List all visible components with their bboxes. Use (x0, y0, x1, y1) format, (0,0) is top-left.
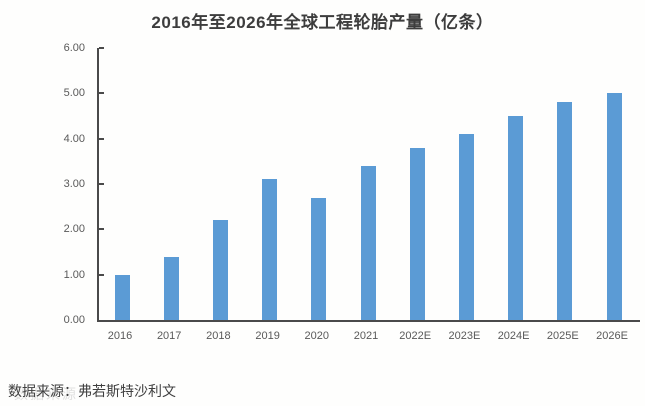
bar-2026E (606, 93, 622, 320)
y-tick-mark (99, 273, 104, 276)
source-watermark-ghost: 数据来源 (14, 386, 78, 402)
bar-2018 (212, 220, 228, 320)
bar-2024E (508, 116, 524, 320)
bar-2019 (262, 179, 278, 320)
x-tick-label-2021: 2021 (353, 330, 379, 342)
y-tick-mark (99, 47, 104, 49)
x-tick-label-2016: 2016 (107, 330, 133, 342)
y-tick-label-0.00: 0.00 (63, 314, 85, 326)
bar-2017 (163, 257, 179, 320)
bar-2020 (311, 198, 327, 320)
y-tick-label-3.00: 3.00 (63, 178, 85, 190)
y-tick-label-1.00: 1.00 (63, 268, 85, 281)
y-tick-mark (99, 92, 104, 95)
y-tick-mark (99, 137, 104, 140)
x-tick-label-2020: 2020 (304, 330, 330, 342)
bar-2023E (458, 134, 474, 320)
bar-2022E (409, 148, 425, 320)
y-tick-label-2.00: 2.00 (63, 223, 85, 236)
x-tick-label-2023E: 2023E (448, 330, 481, 342)
x-tick-label-2024E: 2024E (497, 330, 530, 342)
bar-2021 (360, 166, 376, 320)
plot-area (97, 48, 640, 322)
source-note: 数据来源：弗若斯特沙利文 (8, 383, 176, 399)
y-tick-mark (99, 228, 104, 231)
chart-title: 2016年至2026年全球工程轮胎产量（亿条） (151, 13, 494, 32)
x-tick-label-2026E: 2026E (596, 330, 628, 342)
x-tick-label-2019: 2019 (255, 330, 280, 342)
bar-2025E (557, 102, 573, 320)
y-tick-label-5.00: 5.00 (63, 87, 85, 100)
y-tick-label-6.00: 6.00 (63, 42, 85, 54)
bar-2016 (114, 275, 130, 320)
x-tick-label-2022E: 2022E (399, 330, 432, 342)
y-tick-label-4.00: 4.00 (63, 132, 85, 145)
x-tick-label-2018: 2018 (206, 330, 231, 342)
x-tick-label-2017: 2017 (156, 330, 182, 342)
y-tick-mark (99, 183, 104, 185)
x-tick-label-2025E: 2025E (546, 330, 579, 342)
